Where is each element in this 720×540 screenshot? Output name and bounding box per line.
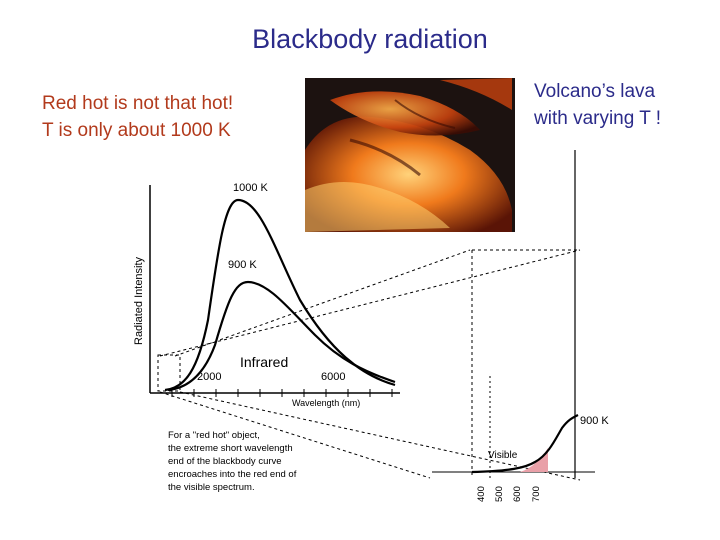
- zoom-line-bottom: [159, 391, 431, 479]
- caption-line-5: the visible spectrum.: [168, 482, 255, 493]
- right-annotation: Volcano’s lava with varying T !: [534, 78, 661, 132]
- curve-label-1000k: 1000 K: [233, 182, 269, 194]
- right-annotation-line-2: with varying T !: [534, 108, 662, 129]
- x-tick-6000: 6000: [321, 371, 345, 383]
- caption-line-3: end of the blackbody curve: [168, 456, 282, 467]
- left-y-axis-label: Radiated Intensity: [133, 256, 145, 345]
- curve-label-900k: 900 K: [228, 259, 257, 271]
- visible-fill: [520, 448, 548, 472]
- right-curve-label: 900 K: [580, 415, 609, 427]
- zoom-line-bottom-2: [179, 391, 581, 481]
- x-tick-2000: 2000: [197, 371, 221, 383]
- lava-photo: [305, 78, 515, 232]
- right-annotation-line-1: Volcano’s lava: [534, 81, 656, 102]
- visible-label: Visible: [488, 450, 518, 461]
- caption-line-1: For a "red hot" object,: [168, 430, 260, 441]
- caption-line-4: encroaches into the red end of: [168, 469, 297, 480]
- zoom-box: [157, 354, 181, 392]
- left-annotation-line-2: T is only about 1000 K: [42, 120, 231, 141]
- left-annotation: Red hot is not that hot! T is only about…: [42, 90, 233, 144]
- caption-line-2: the extreme short wavelength: [168, 443, 293, 454]
- right-tick-400: 400: [476, 486, 487, 502]
- left-x-axis-label: Wavelength (nm): [292, 398, 360, 408]
- right-tick-500: 500: [494, 486, 505, 502]
- left-annotation-line-1: Red hot is not that hot!: [42, 93, 234, 114]
- right-tick-600: 600: [512, 486, 523, 502]
- page-title: Blackbody radiation: [252, 24, 488, 54]
- left-x-ticks: [171, 389, 393, 397]
- caption: For a "red hot" object, the extreme shor…: [168, 430, 297, 493]
- zoom-line-top-2: [174, 249, 471, 357]
- curve-900k: [167, 280, 396, 392]
- zoom-line-top: [159, 249, 581, 357]
- right-chart: Visible 900 K 400 500 600 700: [432, 150, 609, 502]
- infrared-label: Infrared: [240, 354, 288, 370]
- right-tick-700: 700: [531, 486, 542, 502]
- left-chart: Radiated Intensity 1000 K 900 K Infrared…: [133, 182, 581, 481]
- curve-1000k: [164, 198, 396, 392]
- right-curve-900k: [471, 414, 579, 474]
